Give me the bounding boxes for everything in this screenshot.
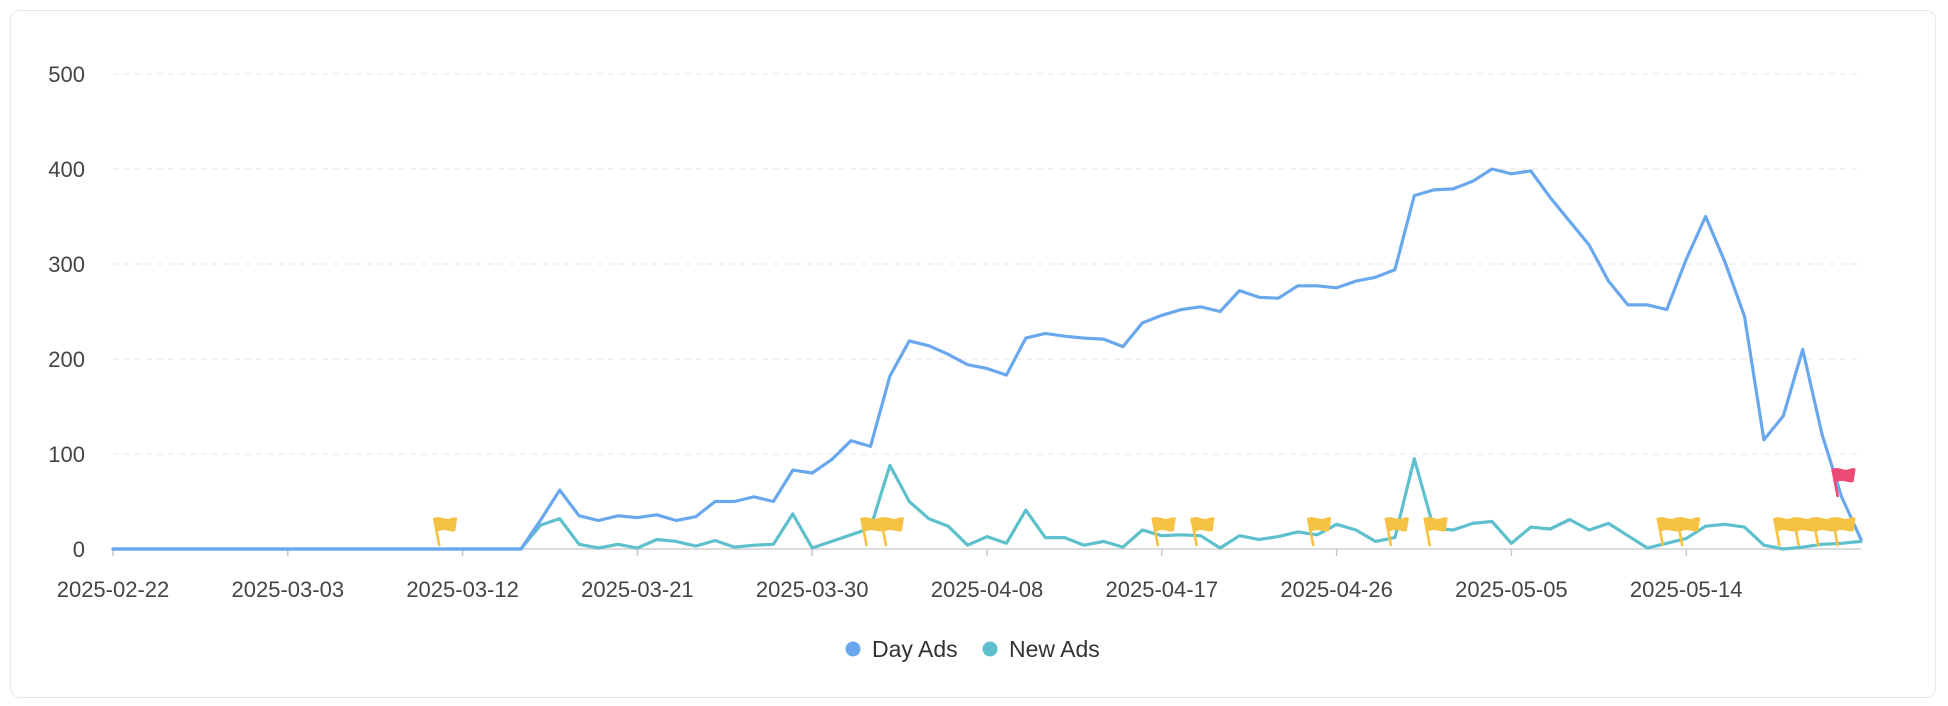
- x-tick-label: 2025-03-12: [406, 577, 519, 602]
- flag-icon[interactable]: [1675, 517, 1701, 547]
- y-tick-label: 100: [48, 442, 85, 467]
- y-tick-label: 200: [48, 347, 85, 372]
- legend-marker: [845, 641, 861, 657]
- x-tick-label: 2025-05-14: [1630, 577, 1743, 602]
- y-axis: 0 100 200 300 400 500: [48, 62, 85, 562]
- flag-icon[interactable]: [1190, 517, 1215, 547]
- grid-lines: [113, 73, 1861, 455]
- flag-icon[interactable]: [1811, 517, 1837, 547]
- flag-icon[interactable]: [1384, 517, 1409, 547]
- series-line: [111, 167, 1863, 551]
- legend[interactable]: Day Ads New Ads: [845, 636, 1100, 662]
- x-tick-label: 2025-03-30: [756, 577, 869, 602]
- flag-icon[interactable]: [860, 517, 885, 547]
- legend-label: New Ads: [1009, 636, 1100, 662]
- x-tick-label: 2025-05-05: [1455, 577, 1568, 602]
- legend-item[interactable]: Day Ads: [845, 636, 958, 662]
- y-tick-label: 300: [48, 252, 85, 277]
- flag-icon[interactable]: [1831, 468, 1856, 498]
- flag-icon[interactable]: [1831, 517, 1856, 547]
- flag-icon[interactable]: [1656, 517, 1681, 547]
- x-tick-label: 2025-04-17: [1106, 577, 1219, 602]
- event-flags: [432, 468, 1856, 547]
- x-tick-label: 2025-04-08: [931, 577, 1044, 602]
- y-tick-label: 500: [48, 62, 85, 87]
- x-tick-label: 2025-03-03: [232, 577, 345, 602]
- series-lines: [111, 167, 1863, 551]
- x-axis: 2025-02-22 2025-03-03 2025-03-12 2025-03-21…: [57, 548, 1861, 602]
- x-tick-label: 2025-02-22: [57, 577, 170, 602]
- x-tick-label: 2025-04-26: [1280, 577, 1393, 602]
- flag-icon[interactable]: [1151, 517, 1176, 547]
- x-tick-label: 2025-03-21: [581, 577, 694, 602]
- flag-icon[interactable]: [432, 517, 458, 547]
- legend-marker: [982, 641, 998, 657]
- flag-icon[interactable]: [1423, 517, 1448, 547]
- flag-icon[interactable]: [1773, 517, 1798, 547]
- flag-icon[interactable]: [879, 517, 904, 547]
- flag-icon[interactable]: [1306, 517, 1332, 547]
- series-line: [111, 457, 1863, 551]
- y-tick-label: 0: [73, 537, 85, 562]
- chart-card: [10, 10, 1936, 698]
- legend-label: Day Ads: [872, 636, 958, 662]
- legend-item[interactable]: New Ads: [982, 636, 1100, 662]
- flag-icon[interactable]: [1792, 517, 1817, 547]
- y-tick-label: 400: [48, 157, 85, 182]
